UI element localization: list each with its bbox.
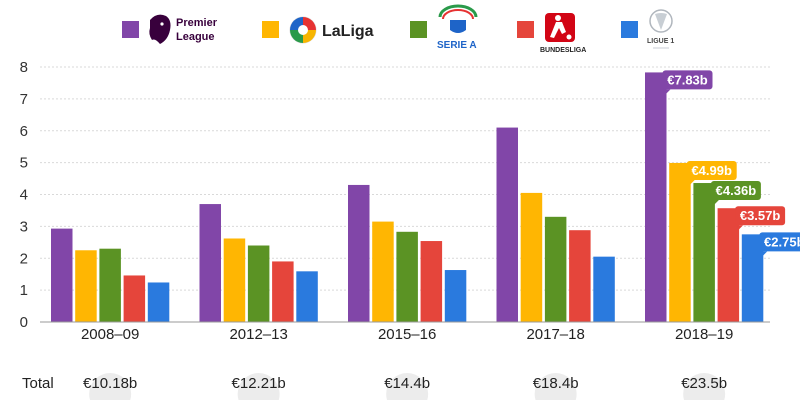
value-label-bg — [662, 70, 713, 90]
coin-icon — [237, 373, 280, 400]
bar — [544, 216, 567, 322]
grid-lines — [40, 66, 770, 291]
totals-label: Total — [22, 375, 54, 392]
legend-swatch — [517, 21, 534, 38]
bar — [645, 72, 667, 322]
y-tick-label: 6 — [20, 123, 28, 140]
legend-swatch — [621, 21, 638, 38]
coin-icon — [534, 373, 577, 400]
bar — [75, 250, 97, 322]
bar — [420, 241, 443, 322]
bar — [496, 127, 518, 322]
bundesliga-player-icon — [545, 13, 575, 42]
legend: Premier League LaLiga SERIE A — [122, 4, 674, 54]
bar — [223, 238, 246, 322]
value-label: €7.83b — [667, 72, 708, 87]
legend-item-serie-a: SERIE A — [410, 4, 478, 51]
bar — [296, 271, 318, 322]
ligue1-ball-icon — [649, 9, 673, 49]
legend-text: BUNDESLIGA — [540, 47, 586, 54]
legend-item-bundesliga: BUNDESLIGA — [517, 13, 586, 54]
totals-row: Total €10.18b €12.21b €14.4b €18.4b €23.5b — [22, 373, 727, 400]
value-label: €2.75b — [764, 234, 800, 249]
y-axis-ticks: 0 1 2 3 4 5 6 7 8 — [20, 59, 28, 331]
value-label-bg — [710, 181, 761, 201]
x-tick-label: 2012–13 — [229, 326, 287, 343]
y-tick-label: 4 — [20, 187, 28, 204]
bars — [51, 72, 764, 322]
y-tick-label: 3 — [20, 218, 28, 235]
x-tick-label: 2015–16 — [378, 326, 436, 343]
total-value: €18.4b — [533, 375, 579, 392]
bar — [693, 183, 715, 322]
bar — [247, 245, 270, 322]
legend-text: SERIE A — [437, 40, 477, 51]
total-value: €23.5b — [681, 375, 727, 392]
bar — [372, 221, 394, 322]
lion-crest-icon — [149, 14, 171, 44]
bar — [51, 228, 73, 322]
coin-icon — [386, 373, 429, 400]
legend-text: League — [176, 31, 215, 43]
total-value: €14.4b — [384, 375, 430, 392]
value-label-pointer — [761, 251, 768, 257]
y-tick-label: 5 — [20, 155, 28, 172]
value-labels: €7.83b €4.99b €4.36b €3.57b €2.75b — [662, 70, 800, 257]
bar — [717, 208, 740, 322]
legend-swatch — [262, 21, 279, 38]
value-label-pointer — [688, 179, 695, 185]
x-axis-ticks: 2008–09 2012–13 2015–16 2017–18 2018–19 — [81, 326, 733, 343]
bar — [99, 248, 121, 322]
legend-swatch — [122, 21, 139, 38]
bar — [199, 204, 221, 322]
x-tick-label: 2017–18 — [526, 326, 584, 343]
bar — [147, 282, 170, 322]
total-value: €12.21b — [232, 375, 286, 392]
bar — [520, 192, 543, 322]
bar — [396, 231, 418, 322]
bar — [569, 230, 591, 322]
value-label: €3.57b — [740, 208, 781, 223]
total-value: €10.18b — [83, 375, 137, 392]
legend-item-ligue1: LIGUE 1 — [621, 9, 674, 49]
x-tick-label: 2008–09 — [81, 326, 139, 343]
legend-text: LaLiga — [322, 23, 374, 40]
bar — [272, 261, 294, 322]
value-label-pointer — [664, 89, 671, 95]
serie-a-shield-icon — [438, 4, 478, 33]
legend-text: Premier — [176, 17, 218, 29]
bar — [348, 184, 370, 322]
bar — [741, 234, 764, 322]
value-label-bg — [686, 160, 737, 180]
value-label: €4.36b — [716, 183, 757, 198]
legend-swatch — [410, 21, 427, 38]
bar — [593, 256, 615, 322]
y-tick-label: 2 — [20, 250, 28, 267]
bar — [123, 275, 146, 322]
bar — [444, 270, 467, 322]
laliga-ball-icon — [289, 16, 317, 44]
value-label: €4.99b — [691, 163, 732, 178]
value-label-pointer — [737, 225, 744, 231]
value-label-bg — [735, 206, 786, 226]
value-label-bg — [759, 232, 800, 252]
coin-icon — [89, 373, 132, 400]
legend-item-premier-league: Premier League — [122, 14, 218, 44]
legend-text: LIGUE 1 — [647, 38, 674, 45]
y-tick-label: 7 — [20, 91, 28, 108]
y-tick-label: 1 — [20, 282, 28, 299]
coin-icon — [683, 373, 726, 400]
bar — [669, 162, 691, 322]
legend-item-laliga: LaLiga — [262, 16, 374, 44]
value-label-pointer — [712, 200, 719, 206]
y-tick-label: 8 — [20, 59, 28, 76]
x-tick-label: 2018–19 — [675, 326, 733, 343]
y-tick-label: 0 — [20, 314, 28, 331]
